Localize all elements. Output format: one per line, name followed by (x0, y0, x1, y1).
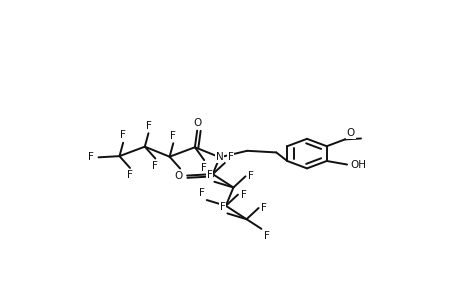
Text: F: F (248, 171, 254, 181)
Text: F: F (227, 152, 233, 162)
Text: F: F (152, 161, 158, 171)
Text: O: O (193, 118, 201, 128)
Text: OH: OH (349, 160, 365, 170)
Text: F: F (219, 202, 225, 212)
Text: F: F (127, 170, 133, 181)
Text: F: F (88, 152, 94, 162)
Text: F: F (145, 121, 151, 131)
Text: O: O (174, 171, 182, 181)
Text: F: F (120, 130, 126, 140)
Text: F: F (240, 190, 246, 200)
Text: N: N (215, 152, 223, 162)
Text: F: F (199, 188, 205, 198)
Text: F: F (206, 170, 212, 180)
Text: O: O (346, 128, 354, 138)
Text: F: F (170, 131, 176, 141)
Text: F: F (177, 171, 183, 181)
Text: F: F (261, 203, 267, 213)
Text: F: F (201, 163, 207, 173)
Text: F: F (263, 231, 269, 241)
